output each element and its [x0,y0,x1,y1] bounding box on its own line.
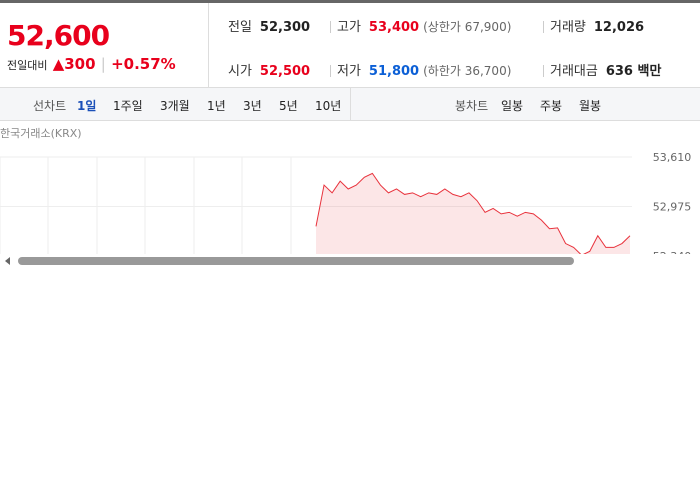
period-tab[interactable]: 10년 [315,99,342,113]
period-tab[interactable]: 5년 [279,99,298,113]
stat: 거래대금 636 백만 [550,60,661,79]
y-tick-label: 53,610 [653,151,692,164]
stat-label: 시가 [228,64,252,79]
toolbar: 선차트 봉차트 1일 1주일 3개월 1년 3년 5년 10년 일봉 주봉 월봉 [0,88,700,121]
candle-tab[interactable]: 주봉 [540,99,563,113]
period-tab[interactable]: 1년 [207,99,226,113]
line-label: 선차트 [33,99,67,113]
change: 전일대비 ▲300 | +0.57% [7,55,176,73]
candle-label: 봉차트 [455,99,489,113]
stat-label: 거래량 [550,20,586,35]
stat-value: 51,800 [368,64,420,79]
source: 한국거래소(KRX) [0,127,82,140]
stat-sub: (상한가 67,900) [423,20,512,34]
stat: 시가 52,500 [228,60,310,79]
quote-panel: 52,600 전일대비 ▲300 | +0.57% 전일 52,300 고가 53,4… [0,0,700,88]
price-box: 52,600 전일대비 ▲300 | +0.57% [0,3,209,88]
price-line [315,172,631,256]
scroll-arrow[interactable] [5,257,10,265]
y-tick-label: 52,975 [653,201,692,214]
period-tab[interactable]: 3년 [243,99,262,113]
change-value: 300 [64,55,96,73]
stat-label: 전일 [228,20,252,35]
stat-value: 53,400 [368,20,420,35]
separator [543,65,544,77]
candle-tab[interactable]: 일봉 [501,99,524,113]
change-label: 전일대비 [7,59,48,72]
stat-value: 52,500 [259,64,311,79]
stat-value: 52,300 [259,20,311,35]
period-tab[interactable]: 3개월 [160,99,190,113]
stat-sub: (하한가 36,700) [423,64,512,78]
candle-tab[interactable]: 월봉 [579,99,602,113]
stat: 전일 52,300 [228,16,310,35]
price: 52,600 [7,19,110,52]
period-tab[interactable]: 1주일 [113,99,143,113]
stat: 저가 51,800 (하한가 36,700) [337,60,511,79]
scrollbar-thumb[interactable] [18,257,574,265]
stat-label: 거래대금 [550,64,598,79]
separator [543,21,544,33]
stat: 거래량 12,026 [550,16,644,35]
stat-label: 저가 [337,64,361,79]
separator [330,21,331,33]
stat: 고가 53,400 (상한가 67,900) [337,16,511,35]
separator [330,65,331,77]
stat-label: 고가 [337,20,361,35]
stat-value: 12,026 [593,20,645,35]
change-rate: +0.57% [111,55,176,73]
period-tab[interactable]: 1일 [77,99,97,113]
price-area [316,173,630,270]
stat-value: 636 백만 [605,64,662,79]
